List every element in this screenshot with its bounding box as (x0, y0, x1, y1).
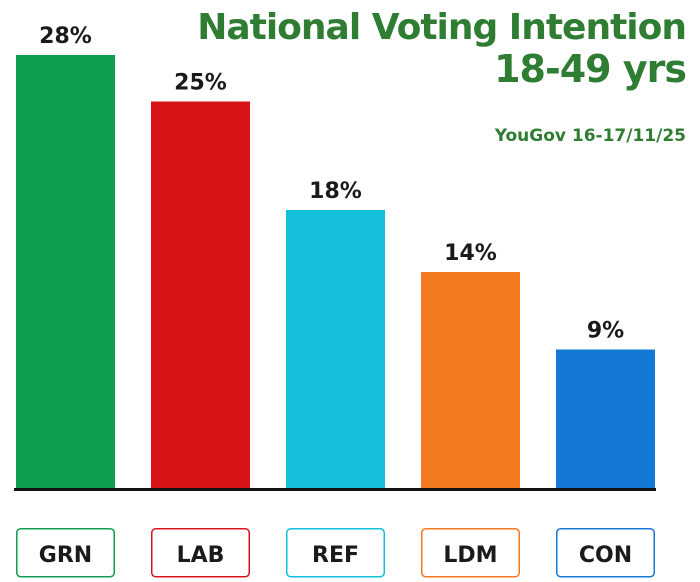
bar-lab (151, 102, 250, 490)
value-label-lab: 25% (174, 71, 227, 96)
value-label-con: 9% (587, 319, 624, 344)
x-axis-baseline (14, 488, 656, 491)
category-label-ldm: LDM (443, 543, 497, 568)
value-label-ref: 18% (309, 179, 362, 204)
bar-con (556, 350, 655, 490)
category-label-grn: GRN (39, 543, 92, 568)
bar-ldm (421, 272, 520, 489)
bar-grn (16, 55, 115, 489)
bar-ref (286, 210, 385, 489)
category-label-lab: LAB (177, 543, 225, 568)
category-label-ref: REF (312, 543, 359, 568)
value-label-ldm: 14% (444, 241, 497, 266)
category-label-con: CON (579, 543, 632, 568)
value-label-grn: 28% (39, 24, 92, 49)
